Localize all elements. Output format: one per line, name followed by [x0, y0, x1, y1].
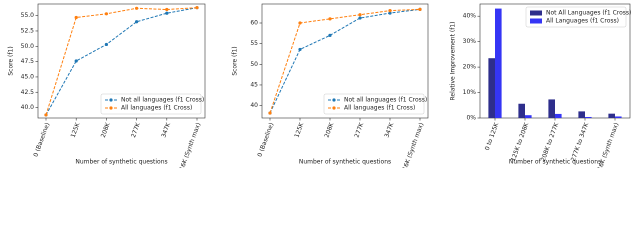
legend-label: Not All Languages (f1 Cross) — [546, 10, 631, 17]
y-axis-label: Relative Improvement (f1) — [450, 22, 457, 101]
point — [328, 17, 332, 21]
point — [298, 21, 302, 25]
series-line — [269, 8, 421, 114]
y-tick-label: 40 — [250, 102, 258, 109]
y-tick-label: 52.5 — [21, 27, 35, 34]
series-line — [269, 8, 421, 114]
x-axis-label: Number of synthetic questions — [75, 159, 167, 166]
y-tick-label: 0% — [466, 115, 476, 122]
legend-swatch — [530, 18, 542, 24]
y-tick-label: 45.0 — [21, 73, 35, 80]
x-tick-label: 125K to 208K — [510, 121, 531, 163]
x-axis-label: Number of synthetic questions — [299, 159, 391, 166]
y-axis-label: Score (f1) — [8, 46, 15, 75]
point — [388, 9, 392, 13]
point — [268, 111, 272, 115]
bar — [585, 116, 592, 118]
point — [165, 11, 169, 15]
point — [328, 33, 332, 37]
point — [298, 47, 302, 52]
legend-marker — [332, 106, 336, 110]
x-tick-label: 0 (Baseline) — [32, 122, 51, 158]
point — [135, 20, 139, 24]
x-tick-label: 347K — [160, 121, 172, 139]
x-tick-label: 0 to 125K — [484, 121, 501, 152]
x-tick-label: 208K — [323, 121, 335, 139]
figure: 40.0 42.5 45.0 47.5 50.0 52.5 55.0 0 (Baseline)… — [8, 3, 631, 168]
y-tick-label: 60 — [250, 20, 258, 27]
legend-box — [100, 93, 202, 115]
x-tick-label: 125K — [70, 121, 82, 139]
x-tick-label: 208K to 277K — [540, 121, 561, 163]
y-tick-label: 55 — [250, 40, 258, 47]
point — [165, 7, 169, 12]
legend-swatch — [530, 10, 542, 16]
y-tick-label: 50.0 — [21, 43, 35, 50]
x-tick-label: 277K to 347K — [570, 121, 591, 163]
x-tick-label: 125K — [293, 121, 305, 139]
legend-box — [323, 93, 425, 115]
legend-marker — [109, 98, 113, 102]
point — [74, 15, 78, 20]
bar — [608, 113, 615, 118]
bar — [555, 113, 562, 118]
bar — [548, 99, 555, 118]
bar — [578, 111, 585, 118]
legend-marker — [332, 98, 336, 102]
x-tick-label: 208K — [100, 121, 112, 139]
y-axis-label: Score (f1) — [232, 46, 239, 75]
point — [358, 13, 362, 17]
point — [195, 6, 199, 10]
axes-frame — [37, 3, 206, 119]
x-tick-label: 347K — [383, 121, 395, 139]
x-axis-label: Number of synthetic questions — [509, 159, 601, 166]
point — [74, 59, 78, 63]
point — [104, 12, 108, 16]
legend-label: Not all languages (f1 Cross) — [344, 97, 427, 104]
point — [388, 11, 392, 15]
y-tick-label: 50 — [250, 61, 258, 68]
y-tick-label: 10% — [463, 89, 477, 96]
legend-marker — [109, 106, 113, 110]
bar — [488, 58, 495, 118]
x-tick-label: 277K — [353, 121, 365, 139]
point — [358, 16, 362, 20]
y-tick-label: 20% — [463, 64, 477, 71]
y-tick-label: 42.5 — [21, 89, 35, 96]
y-tick-label: 40.0 — [21, 104, 35, 111]
point — [135, 6, 139, 10]
bar — [518, 103, 525, 118]
axes-frame — [261, 3, 429, 119]
x-tick-label: 0 (Baseline) — [256, 122, 275, 158]
x-tick-label: 416K (Synth max) — [177, 122, 202, 168]
point — [44, 113, 48, 117]
y-tick-label: 30% — [463, 38, 477, 45]
bar — [615, 116, 622, 118]
legend-label: All languages (f1 Cross) — [344, 105, 415, 112]
legend-box — [525, 6, 627, 28]
bar — [495, 8, 502, 118]
legend-label: Not all languages (f1 Cross) — [121, 97, 204, 104]
series-line — [45, 7, 198, 116]
series-line — [45, 7, 198, 116]
y-tick-label: 40% — [463, 13, 477, 20]
x-tick-label: 277K — [130, 121, 142, 139]
y-tick-label: 55.0 — [21, 12, 35, 19]
x-tick-label: 416K (Synth max) — [400, 122, 425, 168]
y-tick-label: 45 — [250, 81, 258, 88]
y-tick-label: 47.5 — [21, 58, 35, 65]
legend-label: All languages (f1 Cross) — [121, 105, 192, 112]
point — [418, 7, 422, 11]
point — [104, 42, 108, 47]
legend-label: All Languages (f1 Cross) — [546, 18, 619, 25]
bar — [525, 115, 532, 118]
